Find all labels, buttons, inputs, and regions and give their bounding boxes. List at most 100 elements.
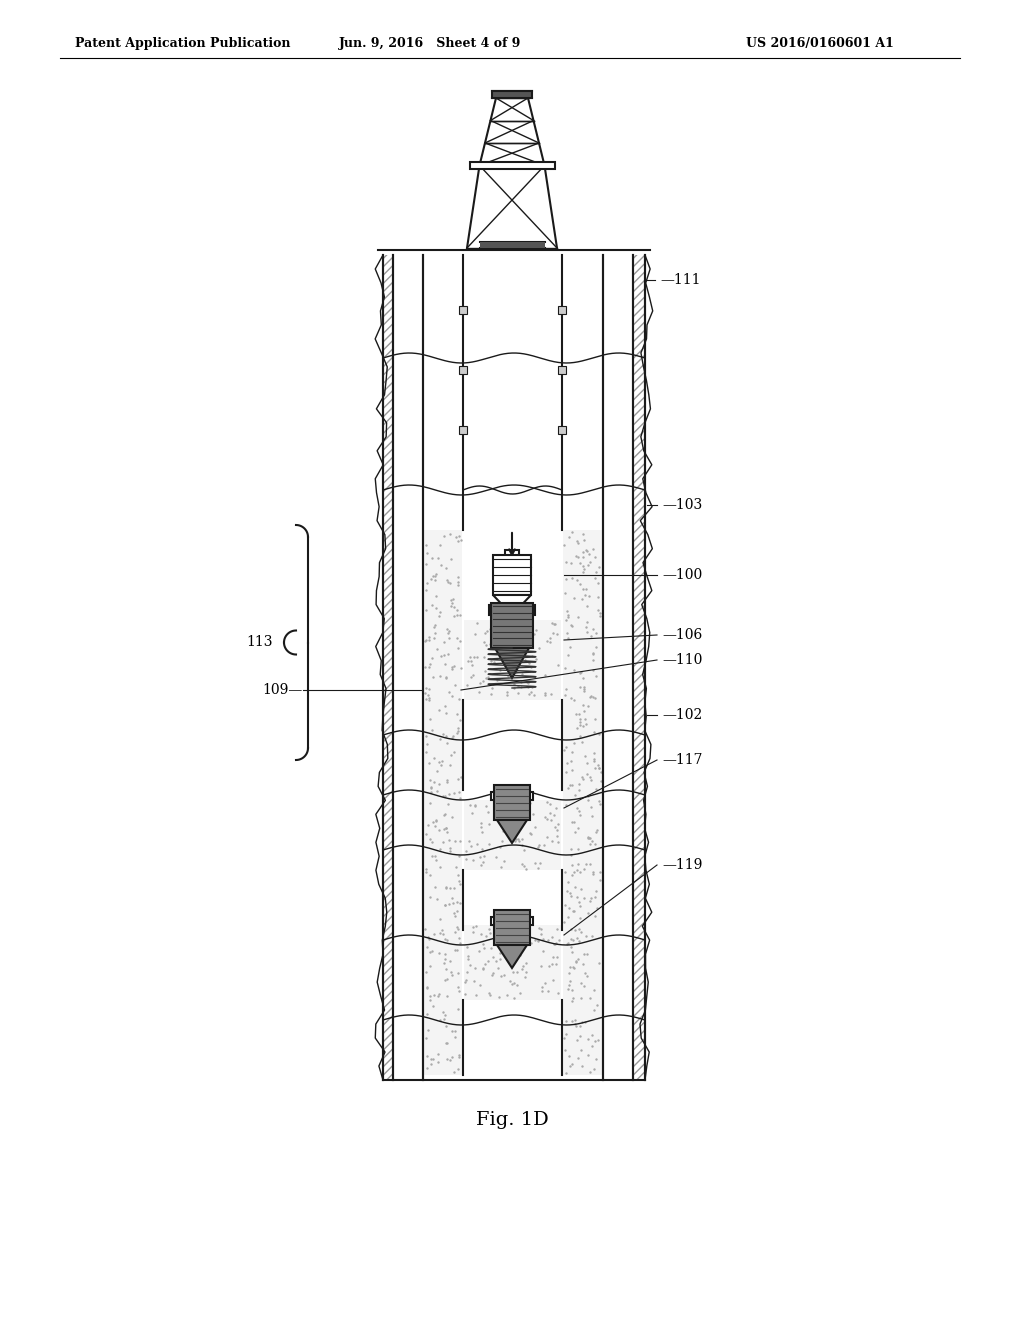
Point xyxy=(538,807,554,828)
Point xyxy=(572,661,589,682)
Point xyxy=(566,876,583,898)
Point xyxy=(543,809,559,830)
Point xyxy=(579,965,595,986)
Point xyxy=(443,593,460,614)
Point xyxy=(420,927,436,948)
Point xyxy=(446,940,463,961)
Point xyxy=(575,858,592,879)
Point xyxy=(558,795,574,816)
Point xyxy=(542,627,558,648)
Point xyxy=(590,599,606,620)
Point xyxy=(512,676,528,697)
Point xyxy=(562,937,579,958)
Point xyxy=(563,553,580,574)
Point xyxy=(545,969,561,990)
Bar xyxy=(383,255,393,1080)
Point xyxy=(585,686,601,708)
Text: —119: —119 xyxy=(662,858,702,873)
Point xyxy=(444,659,461,680)
Point xyxy=(418,553,434,574)
Point xyxy=(476,622,493,643)
Point xyxy=(438,1032,455,1053)
Point xyxy=(480,950,497,972)
Bar xyxy=(494,785,530,820)
Point xyxy=(503,631,519,652)
Point xyxy=(574,768,591,789)
Point xyxy=(452,830,468,851)
Point xyxy=(516,840,532,861)
Point xyxy=(422,709,438,730)
Point xyxy=(421,688,437,709)
Point xyxy=(514,808,530,829)
Point xyxy=(549,946,565,968)
Point xyxy=(450,721,466,742)
Point xyxy=(560,777,577,799)
Point xyxy=(426,985,442,1006)
Point xyxy=(511,940,527,961)
Point xyxy=(542,632,558,653)
Point xyxy=(587,906,603,927)
Point xyxy=(432,855,449,876)
Point xyxy=(417,631,433,652)
Point xyxy=(499,985,515,1006)
Point xyxy=(438,929,455,950)
Point xyxy=(466,970,482,991)
Point xyxy=(436,804,453,825)
Point xyxy=(583,987,599,1008)
Point xyxy=(534,956,550,977)
Point xyxy=(535,928,551,949)
Point xyxy=(419,572,435,593)
Point xyxy=(440,681,457,702)
Point xyxy=(441,894,458,915)
Point xyxy=(437,948,454,969)
Point xyxy=(418,726,434,747)
Point xyxy=(481,834,498,855)
Point xyxy=(581,828,597,849)
Point xyxy=(588,1048,604,1069)
Point xyxy=(522,656,539,677)
Point xyxy=(442,744,459,766)
Point xyxy=(436,895,453,916)
Point xyxy=(462,645,478,667)
Point xyxy=(441,838,458,859)
Point xyxy=(568,859,585,880)
Point xyxy=(564,1010,581,1031)
Point xyxy=(561,1045,578,1067)
Point xyxy=(518,627,535,648)
Point xyxy=(487,950,504,972)
Point xyxy=(422,956,438,977)
Point xyxy=(564,854,581,875)
Point xyxy=(441,524,458,545)
Point xyxy=(574,578,591,599)
Point xyxy=(449,628,465,649)
Point xyxy=(433,754,450,775)
Point xyxy=(460,945,476,966)
Text: Jun. 9, 2016   Sheet 4 of 9: Jun. 9, 2016 Sheet 4 of 9 xyxy=(339,37,521,49)
Point xyxy=(421,865,437,886)
Point xyxy=(522,626,539,647)
Point xyxy=(582,891,598,912)
Point xyxy=(559,933,575,954)
Point xyxy=(488,846,505,867)
Point xyxy=(439,821,456,842)
Point xyxy=(419,1045,435,1067)
Point xyxy=(536,941,552,962)
Point xyxy=(459,675,475,696)
Point xyxy=(487,614,504,635)
Point xyxy=(557,762,573,783)
Text: 113: 113 xyxy=(247,635,273,649)
Point xyxy=(432,908,449,929)
Point xyxy=(568,718,585,739)
Point xyxy=(513,854,529,875)
Point xyxy=(565,929,582,950)
Point xyxy=(517,858,534,879)
Point xyxy=(442,549,459,570)
Point xyxy=(549,825,565,846)
Bar xyxy=(563,531,602,1074)
Point xyxy=(435,804,452,825)
Point xyxy=(574,589,591,610)
Point xyxy=(539,826,555,847)
Point xyxy=(587,886,603,907)
Point xyxy=(426,747,442,768)
Point xyxy=(421,656,437,677)
